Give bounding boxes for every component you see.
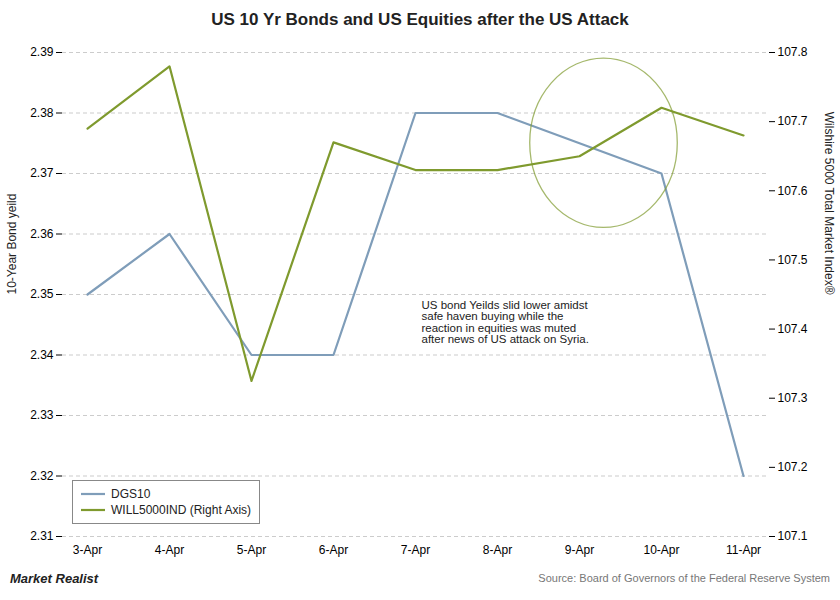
html-text:DGS10: DGS10 xyxy=(111,487,151,501)
svg-text:Wilshire 5000 Total Market Ind: Wilshire 5000 Total Market Index® xyxy=(822,112,836,295)
svg-text:107.5: 107.5 xyxy=(778,253,808,267)
svg-text:3-Apr: 3-Apr xyxy=(73,543,102,557)
svg-text:7-Apr: 7-Apr xyxy=(401,543,430,557)
svg-text:2.38: 2.38 xyxy=(30,106,54,120)
svg-text:2.33: 2.33 xyxy=(30,408,54,422)
svg-text:2.32: 2.32 xyxy=(30,469,54,483)
svg-text:107.2: 107.2 xyxy=(778,460,808,474)
html-text:WILL5000IND (Right Axis): WILL5000IND (Right Axis) xyxy=(111,503,252,517)
svg-text:107.1: 107.1 xyxy=(778,529,808,543)
svg-text:11-Apr: 11-Apr xyxy=(726,543,761,557)
html-text:Source: Board of Governors of: Source: Board of Governors of the Federa… xyxy=(538,572,830,584)
svg-text:2.34: 2.34 xyxy=(30,348,54,362)
svg-text:10-Apr: 10-Apr xyxy=(643,543,679,557)
svg-text:107.3: 107.3 xyxy=(778,391,808,405)
svg-text:2.37: 2.37 xyxy=(30,166,54,180)
svg-text:US bond Yeilds slid lower amid: US bond Yeilds slid lower amidstsafe hav… xyxy=(422,299,589,346)
svg-text:2.36: 2.36 xyxy=(30,227,54,241)
svg-text:107.7: 107.7 xyxy=(778,114,808,128)
svg-text:107.4: 107.4 xyxy=(778,322,808,336)
svg-text:2.39: 2.39 xyxy=(30,45,54,59)
svg-text:2.31: 2.31 xyxy=(30,529,54,543)
svg-text:107.8: 107.8 xyxy=(778,45,808,59)
svg-text:8-Apr: 8-Apr xyxy=(483,543,512,557)
svg-text:107.6: 107.6 xyxy=(778,184,808,198)
html-text:US 10 Yr Bonds and US Equities: US 10 Yr Bonds and US Equities after the… xyxy=(211,10,629,29)
svg-text:2.35: 2.35 xyxy=(30,287,54,301)
svg-text:6-Apr: 6-Apr xyxy=(319,543,348,557)
svg-text:9-Apr: 9-Apr xyxy=(565,543,594,557)
svg-text:10-Year Bond yeild: 10-Year Bond yeild xyxy=(5,194,19,295)
svg-text:4-Apr: 4-Apr xyxy=(155,543,184,557)
svg-text:5-Apr: 5-Apr xyxy=(237,543,266,557)
html-text:Market Realist: Market Realist xyxy=(10,570,99,586)
